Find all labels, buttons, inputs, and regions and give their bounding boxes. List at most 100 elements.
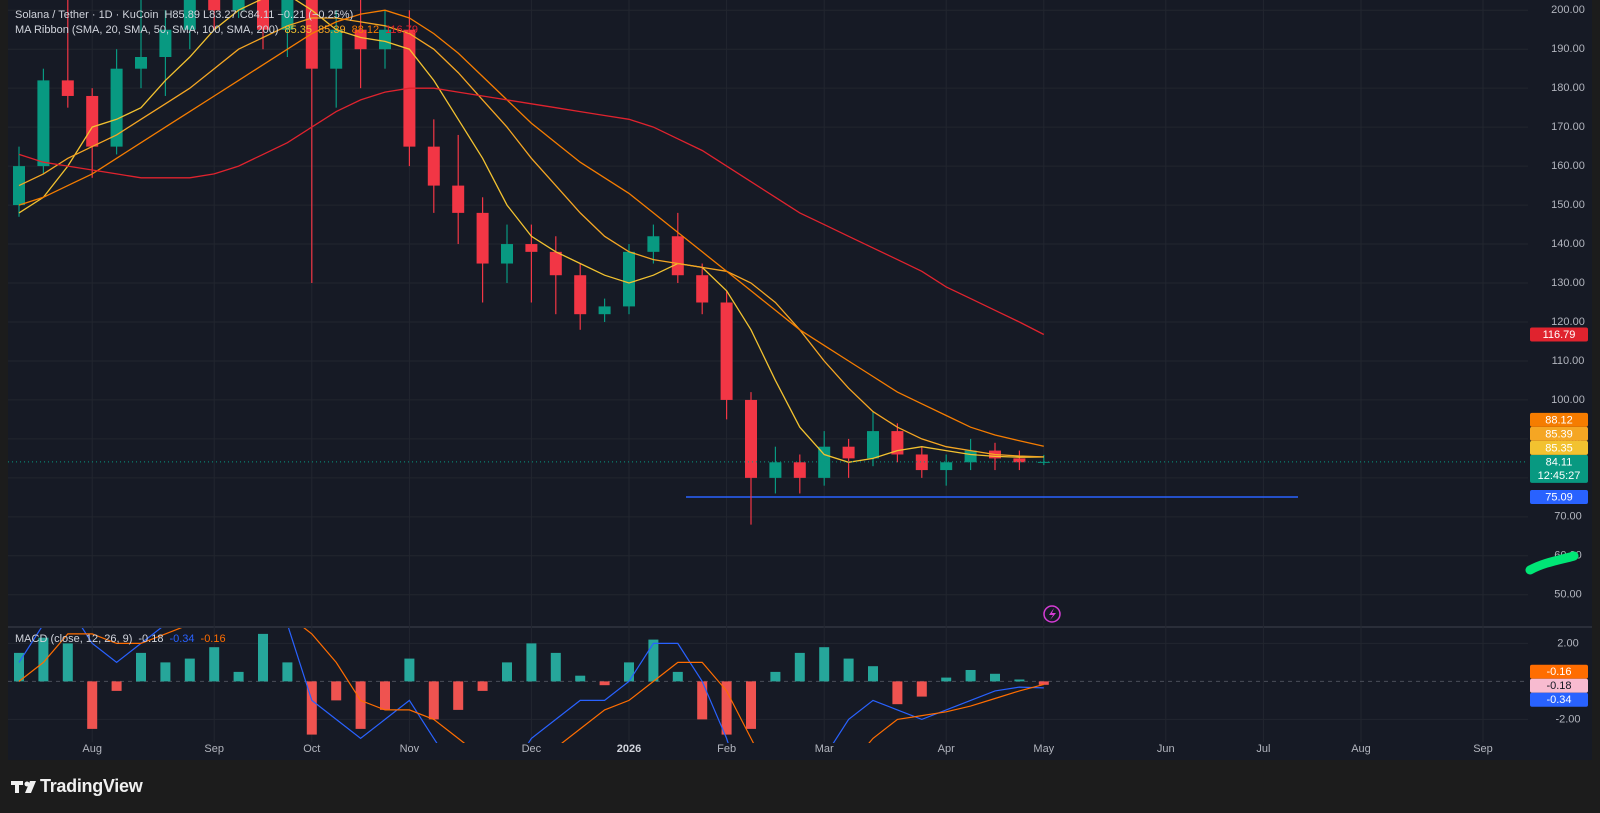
y-tick-label: 100.00 — [1551, 394, 1585, 406]
price-label-box — [1530, 489, 1588, 504]
macd-bar — [868, 666, 878, 682]
macd-tick-label: -2.00 — [1555, 713, 1580, 725]
brand-logo — [11, 781, 36, 793]
candle-body — [37, 80, 50, 167]
x-tick-label: Aug — [1351, 743, 1371, 755]
countdown: 12:45:27 — [1538, 470, 1581, 482]
macd-bar — [721, 681, 732, 735]
x-tick-label: Apr — [938, 743, 955, 755]
macd-bar — [843, 658, 854, 682]
legend-value: -0.34 — [169, 633, 195, 645]
candle-body — [501, 244, 513, 264]
x-tick-label: Nov — [400, 743, 420, 755]
candle-body — [574, 275, 587, 315]
macd-bar — [624, 662, 634, 682]
grid — [8, 0, 1528, 742]
y-tick-label: 120.00 — [1551, 316, 1585, 328]
macd-bar — [14, 652, 24, 682]
candle-body — [745, 399, 757, 478]
candle-body — [769, 462, 782, 478]
candle-body — [915, 454, 928, 471]
macd-bar — [819, 647, 830, 682]
price-pane — [8, 0, 1528, 525]
price-label-box — [1530, 692, 1588, 707]
macd-bar — [990, 673, 1000, 682]
candle-body — [696, 275, 709, 303]
macd-bar — [526, 643, 537, 682]
macd-bar — [38, 637, 49, 682]
x-tick-label: 2026 — [617, 743, 641, 755]
ma-line — [18, 9, 1044, 447]
price-label: 85.39 — [1545, 428, 1573, 440]
macd-bar — [746, 681, 756, 729]
candle-body — [647, 236, 660, 252]
macd-bar — [233, 671, 244, 682]
x-tick-label: Feb — [717, 743, 736, 755]
macd-bar — [404, 658, 415, 682]
macd-bar — [1014, 679, 1025, 682]
candle-body — [135, 56, 147, 69]
y-tick-label: 160.00 — [1551, 160, 1585, 172]
price-label: -0.18 — [1546, 680, 1571, 692]
y-tick-label: 190.00 — [1551, 43, 1585, 55]
price-label-box — [1530, 426, 1588, 441]
logo-part — [25, 781, 36, 793]
signal-line — [18, 628, 1044, 743]
macd-legend: MACD (close, 12, 26, 9) -0.18 -0.34 -0.16 — [15, 633, 232, 645]
macd-bar — [306, 681, 317, 735]
price-label: 84.11 — [1546, 456, 1573, 468]
macd-tick-label: 2.00 — [1557, 637, 1578, 649]
marker-scribble — [1525, 551, 1579, 575]
x-tick-label: May — [1033, 743, 1054, 755]
macd-bar — [599, 681, 610, 686]
macd-bar — [282, 662, 293, 682]
price-label-box — [1530, 327, 1588, 342]
x-tick-label: Dec — [522, 743, 542, 755]
ma-title: MA Ribbon (SMA, 20, SMA, 50, SMA, 100, S… — [15, 24, 279, 36]
y-tick-label: 170.00 — [1551, 121, 1585, 133]
ohlc-values: H85.89 L83.27 C84.11 −0.21 (−0.25%) — [164, 9, 354, 21]
macd-bar — [672, 671, 683, 682]
candle-body — [891, 431, 904, 455]
x-tick-label: Mar — [815, 743, 834, 755]
ma-line — [18, 0, 1044, 463]
candle-body — [208, 0, 221, 11]
macd-bar — [380, 681, 390, 710]
ma-legend: MA Ribbon (SMA, 20, SMA, 50, SMA, 100, S… — [15, 24, 424, 36]
macd-bar — [502, 662, 512, 682]
candle-body — [110, 68, 123, 147]
candle-body — [842, 446, 855, 459]
macd-bar — [648, 639, 659, 682]
ma-line — [18, 17, 1044, 458]
y-tick-label: 150.00 — [1551, 199, 1585, 211]
macd-bar — [770, 671, 781, 682]
candle-body — [86, 95, 99, 147]
alert-icon[interactable] — [1043, 605, 1061, 623]
logo-part — [15, 781, 19, 793]
candle-body — [427, 146, 440, 186]
macd-bar — [794, 652, 805, 682]
symbol-title: Solana / Tether · 1D · KuCoin — [15, 9, 159, 21]
macd-bar — [453, 681, 464, 710]
candle-body — [793, 462, 806, 478]
y-tick-label: 110.00 — [1552, 355, 1585, 367]
price-label-box — [1530, 440, 1588, 455]
candle-body — [379, 29, 391, 50]
macd-bar — [184, 658, 195, 682]
candle-body — [867, 431, 879, 459]
y-tick-label: 130.00 — [1551, 277, 1585, 289]
macd-bar — [550, 652, 561, 682]
candle-body — [549, 251, 562, 276]
candle-body — [1037, 461, 1050, 463]
legend-value: -0.18 — [138, 633, 164, 645]
macd-bar — [1038, 681, 1049, 685]
macd-bar — [136, 652, 146, 682]
price-label-box — [1530, 412, 1588, 427]
macd-pane — [8, 628, 1528, 743]
candle-body — [330, 29, 343, 69]
macd-bar — [916, 681, 927, 697]
alert-bolt — [1049, 608, 1056, 620]
y-tick-label: 180.00 — [1551, 82, 1585, 94]
macd-bar — [258, 633, 268, 682]
y-tick-label: 200.00 — [1551, 4, 1585, 16]
